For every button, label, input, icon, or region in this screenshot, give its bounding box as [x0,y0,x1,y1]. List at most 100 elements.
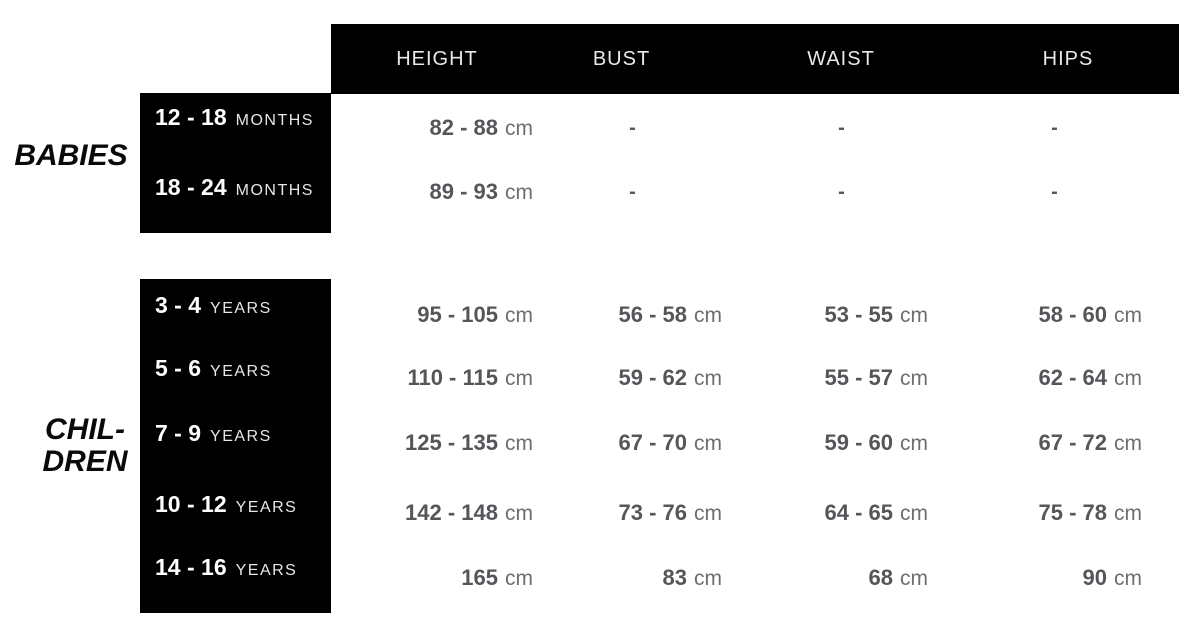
measurement-unit: cm [505,367,533,390]
table-row-children-1: 110 - 115 cm 59 - 62 cm 55 - 57 cm 62 - 64 c… [331,363,1179,393]
measurement-range: 165 [461,565,498,590]
cell-height: 142 - 148 cm [331,498,543,531]
measurement-range: 53 - 55 [824,302,894,327]
measurement-range: 95 - 105 [417,302,498,327]
cell-hips: 90 cm [967,563,1179,596]
cell-bust-empty: - [629,181,636,203]
measurement-header-bar: HEIGHT BUST WAIST HIPS [331,24,1179,94]
measurement-range: 55 - 57 [824,365,894,390]
measurement-range: 89 - 93 [429,179,499,204]
measurement-range: 62 - 64 [1038,365,1108,390]
cell-height: 125 - 135 cm [331,428,543,461]
cell-height: 165 cm [331,563,543,596]
measurement-range: 67 - 72 [1038,430,1108,455]
age-range: 18 - 24 [155,174,227,200]
cell-waist: 68 cm [755,563,967,596]
age-range: 12 - 18 [155,104,227,130]
table-row-babies-1: 89 - 93 cm - - - [331,177,1179,207]
age-row-children-4: 14 - 16 YEARS [155,552,297,582]
age-unit: YEARS [235,562,298,579]
measurement-unit: cm [694,367,722,390]
age-row-babies-0: 12 - 18 MONTHS [155,102,314,132]
measurement-range: 73 - 76 [618,500,688,525]
measurement-unit: cm [900,367,928,390]
measurement-range: 110 - 115 [407,365,498,390]
age-row-children-0: 3 - 4 YEARS [155,290,272,320]
measurement-range: 82 - 88 [429,115,499,140]
measurement-unit: cm [694,432,722,455]
measurement-unit: cm [1114,367,1142,390]
measurement-unit: cm [1114,432,1142,455]
group-label-children: CHIL- DREN [20,414,150,478]
cell-bust: 56 - 58 cm [543,300,755,333]
cell-waist: 59 - 60 cm [755,428,967,461]
cell-waist: 55 - 57 cm [755,363,967,396]
table-row-children-3: 142 - 148 cm 73 - 76 cm 64 - 65 cm 75 - 78 c… [331,498,1179,528]
table-row-children-0: 95 - 105 cm 56 - 58 cm 53 - 55 cm 58 - 60 cm [331,300,1179,330]
cell-waist: 64 - 65 cm [755,498,967,531]
age-row-children-1: 5 - 6 YEARS [155,353,272,383]
measurement-range: 56 - 58 [618,302,688,327]
measurement-range: 142 - 148 [405,500,498,525]
table-row-children-4: 165 cm 83 cm 68 cm 90 cm [331,563,1179,593]
measurement-unit: cm [505,567,533,590]
measurement-range: 67 - 70 [618,430,688,455]
measurement-range: 64 - 65 [824,500,894,525]
cell-height: 82 - 88 cm [331,113,543,146]
measurement-unit: cm [900,304,928,327]
measurement-unit: cm [1114,502,1142,525]
cell-hips-empty: - [1051,117,1058,139]
measurement-unit: cm [505,502,533,525]
cell-bust: 73 - 76 cm [543,498,755,531]
measurement-range: 83 [662,565,687,590]
measurement-unit: cm [1114,567,1142,590]
measurement-range: 75 - 78 [1038,500,1108,525]
age-range: 7 - 9 [155,420,202,446]
column-header-waist: WAIST [807,47,875,70]
measurement-unit: cm [900,432,928,455]
cell-height: 95 - 105 cm [331,300,543,333]
age-range: 5 - 6 [155,355,202,381]
measurement-range: 90 [1082,565,1107,590]
age-unit: MONTHS [235,112,314,129]
age-unit: YEARS [210,363,272,380]
measurement-unit: cm [900,567,928,590]
age-row-babies-1: 18 - 24 MONTHS [155,172,314,202]
age-row-children-3: 10 - 12 YEARS [155,489,297,519]
group-label-children-line2: DREN [42,445,128,478]
table-row-children-2: 125 - 135 cm 67 - 70 cm 59 - 60 cm 67 - 72 c… [331,428,1179,458]
cell-waist: 53 - 55 cm [755,300,967,333]
measurement-unit: cm [505,117,533,140]
cell-hips: 62 - 64 cm [967,363,1179,396]
cell-height: 110 - 115 cm [331,363,543,396]
group-label-babies: BABIES [14,139,128,172]
age-unit: MONTHS [235,182,314,199]
measurement-unit: cm [694,567,722,590]
measurement-range: 59 - 62 [618,365,688,390]
measurement-range: 59 - 60 [824,430,894,455]
age-range: 14 - 16 [155,554,227,580]
age-unit: YEARS [210,300,272,317]
measurement-range: 68 [868,565,893,590]
measurement-unit: cm [505,304,533,327]
cell-waist-empty: - [838,181,845,203]
children-age-panel: 3 - 4 YEARS 5 - 6 YEARS 7 - 9 YEARS 10 - 12… [140,279,331,613]
babies-age-panel: 12 - 18 MONTHS 18 - 24 MONTHS [140,93,331,233]
cell-hips: 58 - 60 cm [967,300,1179,333]
measurement-range: 58 - 60 [1038,302,1108,327]
age-row-children-2: 7 - 9 YEARS [155,418,272,448]
age-range: 10 - 12 [155,491,227,517]
measurement-unit: cm [694,304,722,327]
cell-bust: 83 cm [543,563,755,596]
cell-height: 89 - 93 cm [331,177,543,210]
column-header-hips: HIPS [1042,47,1094,70]
table-row-babies-0: 82 - 88 cm - - - [331,113,1179,143]
age-unit: YEARS [210,428,272,445]
measurement-range: 125 - 135 [405,430,498,455]
cell-bust-empty: - [629,117,636,139]
cell-bust: 67 - 70 cm [543,428,755,461]
cell-hips: 67 - 72 cm [967,428,1179,461]
measurement-unit: cm [900,502,928,525]
measurement-unit: cm [505,432,533,455]
